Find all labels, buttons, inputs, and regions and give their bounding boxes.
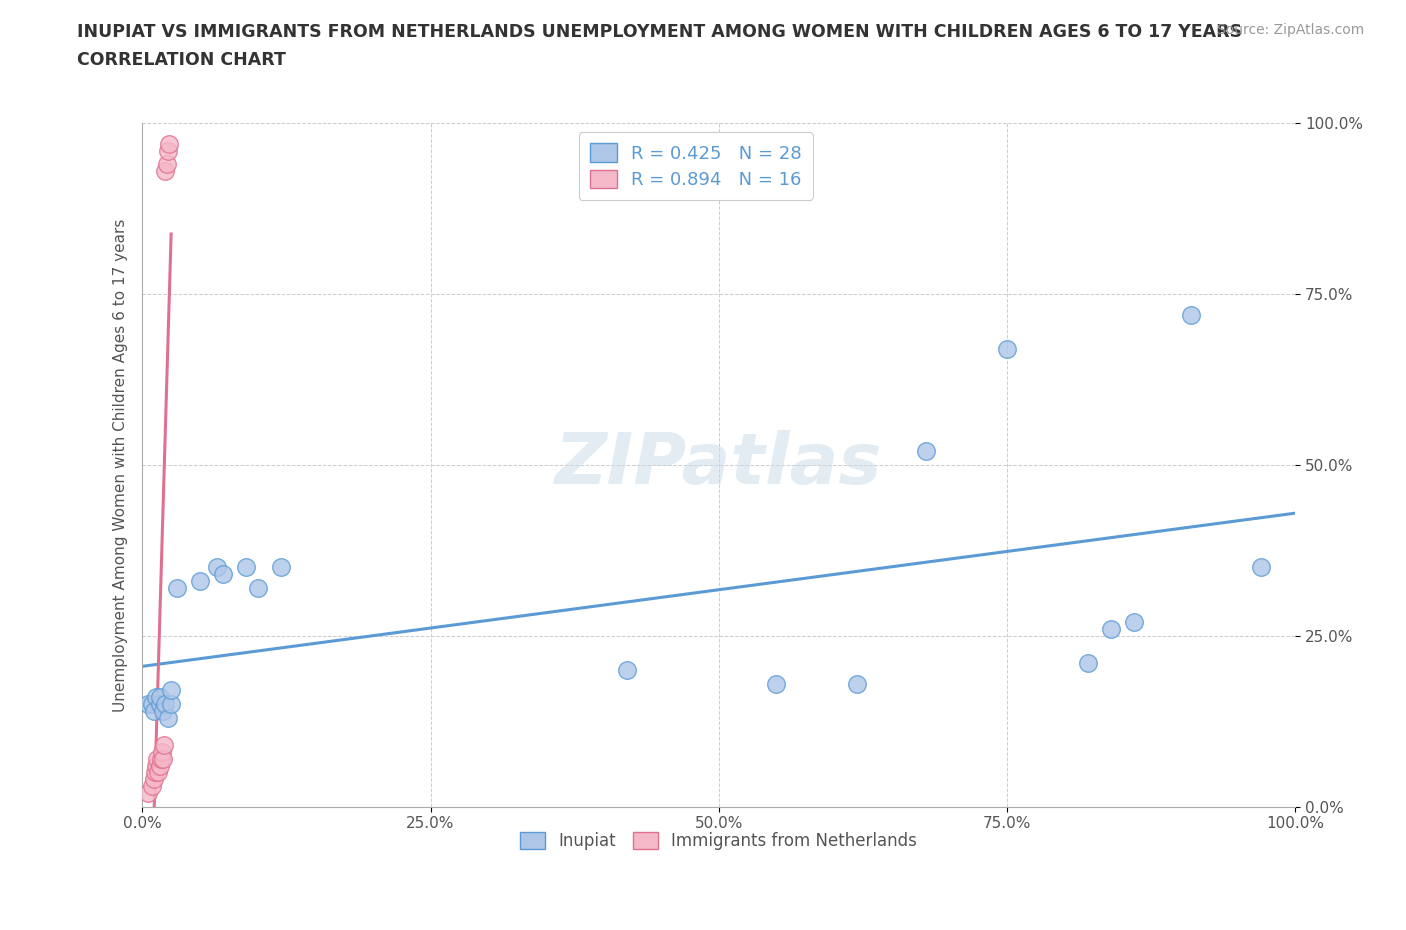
Point bbox=[1250, 560, 1272, 575]
Point bbox=[160, 697, 183, 711]
Point bbox=[142, 704, 165, 719]
Point bbox=[1122, 615, 1144, 630]
Point bbox=[143, 765, 166, 780]
Point bbox=[156, 711, 179, 725]
Point bbox=[149, 697, 172, 711]
Point bbox=[145, 690, 167, 705]
Point bbox=[136, 786, 159, 801]
Text: ZIPatlas: ZIPatlas bbox=[555, 431, 883, 499]
Point bbox=[149, 758, 172, 773]
Point bbox=[207, 560, 229, 575]
Point bbox=[166, 580, 188, 595]
Point bbox=[142, 772, 165, 787]
Point bbox=[1180, 307, 1202, 322]
Point bbox=[155, 157, 177, 172]
Point bbox=[915, 444, 938, 458]
Point bbox=[145, 758, 167, 773]
Point bbox=[765, 676, 787, 691]
Point bbox=[148, 765, 170, 780]
Point bbox=[155, 697, 177, 711]
Point bbox=[212, 567, 235, 582]
Point bbox=[160, 683, 183, 698]
Text: Source: ZipAtlas.com: Source: ZipAtlas.com bbox=[1216, 23, 1364, 37]
Text: INUPIAT VS IMMIGRANTS FROM NETHERLANDS UNEMPLOYMENT AMONG WOMEN WITH CHILDREN AG: INUPIAT VS IMMIGRANTS FROM NETHERLANDS U… bbox=[77, 23, 1243, 41]
Point bbox=[141, 778, 163, 793]
Point bbox=[1099, 621, 1122, 636]
Point bbox=[155, 164, 177, 179]
Point bbox=[846, 676, 869, 691]
Point bbox=[146, 751, 169, 766]
Point bbox=[157, 137, 180, 152]
Point bbox=[1077, 656, 1099, 671]
Point bbox=[150, 745, 173, 760]
Point bbox=[246, 580, 269, 595]
Y-axis label: Unemployment Among Women with Children Ages 6 to 17 years: Unemployment Among Women with Children A… bbox=[114, 219, 128, 711]
Legend: Inupiat, Immigrants from Netherlands: Inupiat, Immigrants from Netherlands bbox=[513, 825, 924, 857]
Point bbox=[270, 560, 292, 575]
Point bbox=[152, 751, 174, 766]
Point bbox=[141, 697, 163, 711]
Point bbox=[995, 341, 1018, 356]
Point bbox=[149, 690, 172, 705]
Point bbox=[136, 697, 159, 711]
Point bbox=[152, 704, 174, 719]
Point bbox=[188, 574, 211, 589]
Text: CORRELATION CHART: CORRELATION CHART bbox=[77, 51, 287, 69]
Point bbox=[235, 560, 257, 575]
Point bbox=[153, 737, 176, 752]
Point bbox=[149, 751, 172, 766]
Point bbox=[156, 143, 179, 158]
Point bbox=[616, 662, 638, 677]
